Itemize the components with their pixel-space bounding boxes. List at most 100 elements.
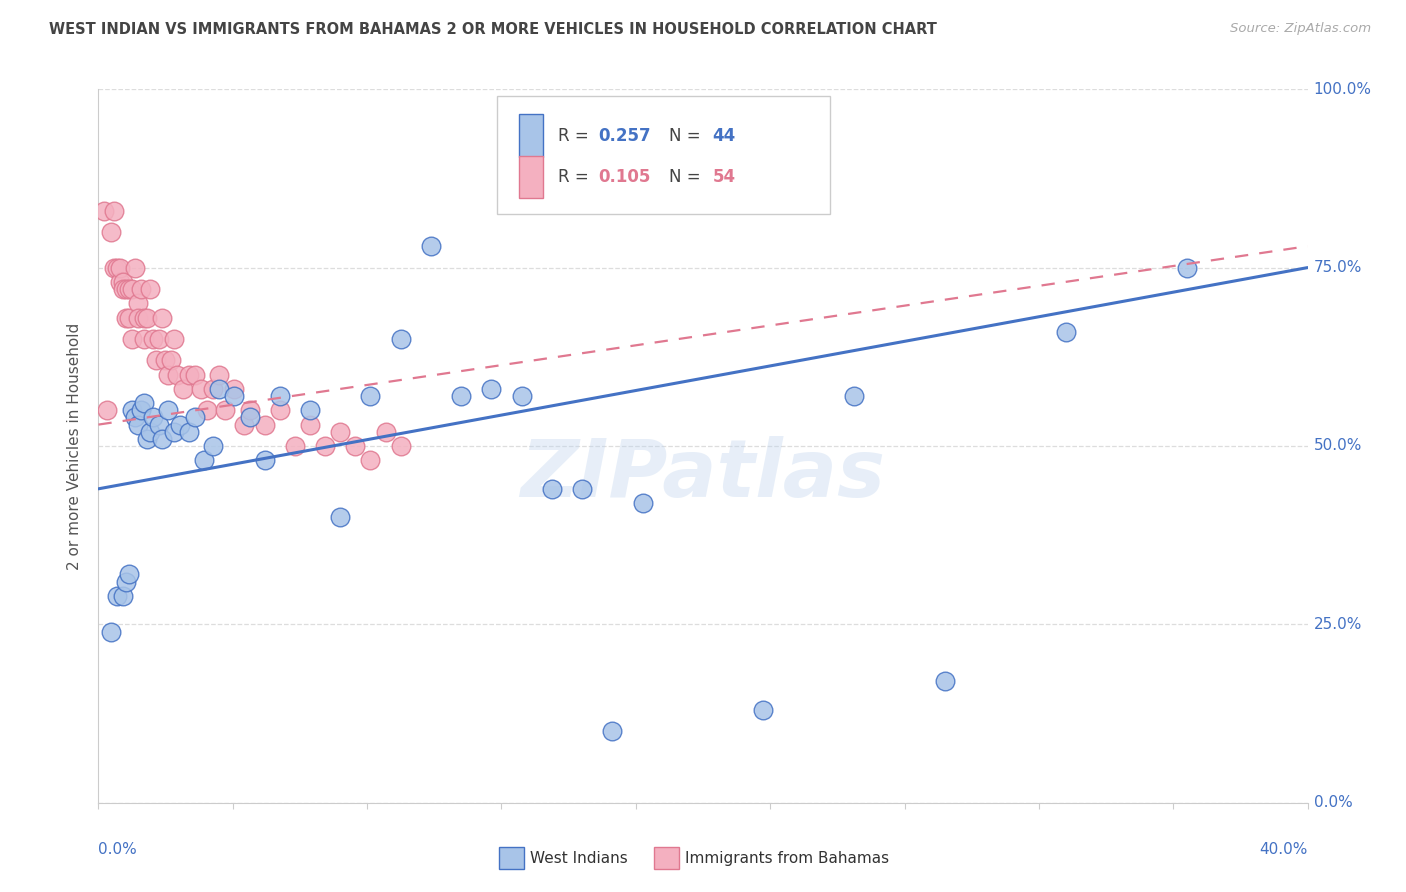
Point <box>190 382 212 396</box>
Point <box>135 310 157 325</box>
Point <box>127 310 149 325</box>
Point <box>124 260 146 275</box>
Point <box>108 275 131 289</box>
Point <box>239 403 262 417</box>
Point <box>121 403 143 417</box>
Point <box>139 425 162 439</box>
Point <box>156 368 179 382</box>
Point <box>172 382 194 396</box>
Point <box>111 282 134 296</box>
Text: WEST INDIAN VS IMMIGRANTS FROM BAHAMAS 2 OR MORE VEHICLES IN HOUSEHOLD CORRELATI: WEST INDIAN VS IMMIGRANTS FROM BAHAMAS 2… <box>49 22 936 37</box>
Point <box>540 482 562 496</box>
Point <box>314 439 336 453</box>
Point <box>571 482 593 496</box>
Point <box>253 453 276 467</box>
Point <box>156 403 179 417</box>
Text: 0.0%: 0.0% <box>1313 796 1353 810</box>
Point <box>150 432 173 446</box>
Text: 44: 44 <box>713 127 735 145</box>
Point <box>118 310 141 325</box>
Point <box>1175 260 1198 275</box>
Point <box>150 310 173 325</box>
Point <box>374 425 396 439</box>
Point <box>224 382 246 396</box>
Text: Immigrants from Bahamas: Immigrants from Bahamas <box>685 851 889 865</box>
Point <box>299 403 322 417</box>
Point <box>481 382 503 396</box>
Point <box>139 282 162 296</box>
Point <box>232 417 254 432</box>
Point <box>329 425 352 439</box>
Point <box>121 332 143 346</box>
Point <box>121 282 143 296</box>
Point <box>127 417 149 432</box>
Point <box>93 203 115 218</box>
Point <box>108 260 131 275</box>
Point <box>135 432 157 446</box>
FancyBboxPatch shape <box>654 847 679 869</box>
Point <box>360 389 382 403</box>
Point <box>1054 325 1077 339</box>
Point <box>631 496 654 510</box>
Point <box>100 225 122 239</box>
Point <box>299 417 322 432</box>
Point <box>195 403 218 417</box>
Point <box>344 439 367 453</box>
Text: N =: N = <box>669 168 706 186</box>
Point <box>184 410 207 425</box>
Point <box>329 510 352 524</box>
Point <box>214 403 236 417</box>
Text: R =: R = <box>558 168 593 186</box>
Point <box>253 417 276 432</box>
Point <box>118 567 141 582</box>
Point <box>105 260 128 275</box>
Text: 0.257: 0.257 <box>598 127 651 145</box>
Text: R =: R = <box>558 127 593 145</box>
Point <box>420 239 443 253</box>
Point <box>184 368 207 382</box>
Point <box>103 203 125 218</box>
Point <box>103 260 125 275</box>
Text: N =: N = <box>669 127 706 145</box>
Point <box>132 310 155 325</box>
Point <box>179 368 201 382</box>
Point <box>124 410 146 425</box>
Point <box>602 724 624 739</box>
Point <box>163 425 186 439</box>
Point <box>96 403 118 417</box>
Text: 50.0%: 50.0% <box>1313 439 1362 453</box>
FancyBboxPatch shape <box>519 155 543 198</box>
Point <box>148 417 170 432</box>
Point <box>129 282 152 296</box>
Point <box>118 282 141 296</box>
Point <box>142 332 165 346</box>
Point <box>105 589 128 603</box>
Point <box>127 296 149 310</box>
Text: ZIPatlas: ZIPatlas <box>520 435 886 514</box>
Point <box>142 410 165 425</box>
Point <box>510 389 533 403</box>
Point <box>153 353 176 368</box>
Point <box>269 403 291 417</box>
Point <box>202 439 225 453</box>
Point <box>193 453 215 467</box>
Point <box>111 275 134 289</box>
Text: West Indians: West Indians <box>530 851 628 865</box>
Point <box>114 310 136 325</box>
FancyBboxPatch shape <box>498 96 830 214</box>
Text: 75.0%: 75.0% <box>1313 260 1362 275</box>
Point <box>148 332 170 346</box>
Point <box>269 389 291 403</box>
Point <box>202 382 225 396</box>
Text: 0.105: 0.105 <box>598 168 650 186</box>
Point <box>934 674 956 689</box>
Point <box>224 389 246 403</box>
Point <box>114 282 136 296</box>
Text: Source: ZipAtlas.com: Source: ZipAtlas.com <box>1230 22 1371 36</box>
Text: 54: 54 <box>713 168 735 186</box>
Point <box>389 332 412 346</box>
Point <box>208 368 231 382</box>
Point <box>284 439 307 453</box>
Point <box>239 410 262 425</box>
Point <box>132 396 155 410</box>
